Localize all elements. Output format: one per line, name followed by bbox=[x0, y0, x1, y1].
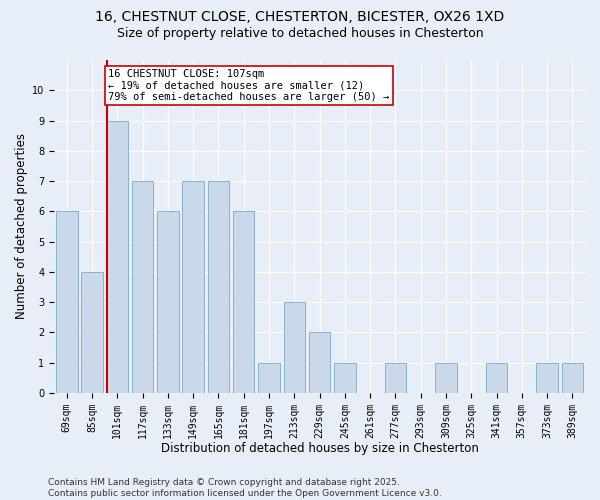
Bar bbox=[107, 120, 128, 393]
Bar bbox=[435, 362, 457, 393]
Bar bbox=[309, 332, 331, 393]
Bar bbox=[233, 212, 254, 393]
Y-axis label: Number of detached properties: Number of detached properties bbox=[15, 134, 28, 320]
Bar bbox=[284, 302, 305, 393]
Bar bbox=[486, 362, 507, 393]
Bar bbox=[56, 212, 77, 393]
Bar bbox=[82, 272, 103, 393]
Text: Contains HM Land Registry data © Crown copyright and database right 2025.
Contai: Contains HM Land Registry data © Crown c… bbox=[48, 478, 442, 498]
X-axis label: Distribution of detached houses by size in Chesterton: Distribution of detached houses by size … bbox=[161, 442, 479, 455]
Bar bbox=[536, 362, 558, 393]
Text: 16 CHESTNUT CLOSE: 107sqm
← 19% of detached houses are smaller (12)
79% of semi-: 16 CHESTNUT CLOSE: 107sqm ← 19% of detac… bbox=[109, 69, 390, 102]
Text: Size of property relative to detached houses in Chesterton: Size of property relative to detached ho… bbox=[116, 28, 484, 40]
Text: 16, CHESTNUT CLOSE, CHESTERTON, BICESTER, OX26 1XD: 16, CHESTNUT CLOSE, CHESTERTON, BICESTER… bbox=[95, 10, 505, 24]
Bar bbox=[132, 181, 154, 393]
Bar bbox=[182, 181, 204, 393]
Bar bbox=[157, 212, 179, 393]
Bar bbox=[562, 362, 583, 393]
Bar bbox=[334, 362, 356, 393]
Bar bbox=[258, 362, 280, 393]
Bar bbox=[208, 181, 229, 393]
Bar bbox=[385, 362, 406, 393]
